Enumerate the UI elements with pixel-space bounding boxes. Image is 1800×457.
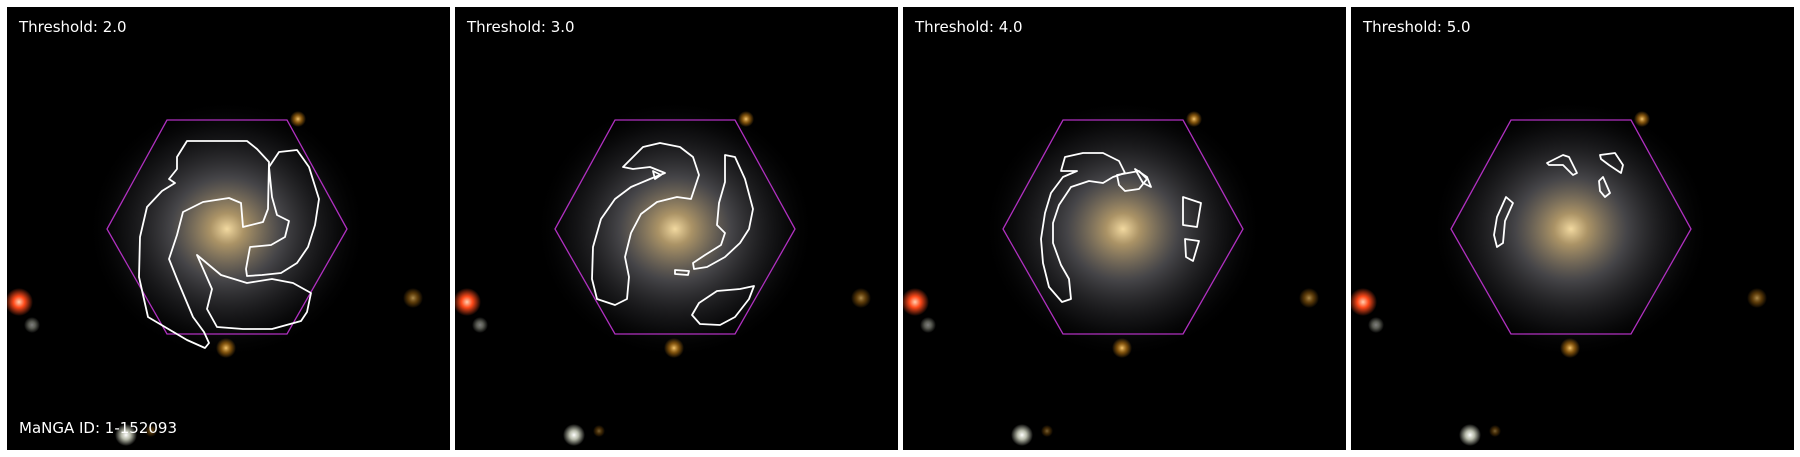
- white-star: [1459, 424, 1481, 446]
- orange-star: [738, 111, 754, 127]
- galaxy-image: [903, 7, 1346, 450]
- panel-threshold-5: Threshold: 5.0: [1351, 7, 1794, 450]
- threshold-label: Threshold: 4.0: [915, 18, 1023, 36]
- red-star: [1351, 288, 1377, 316]
- faint-star: [24, 317, 40, 333]
- arm-contours: [1040, 152, 1202, 303]
- panel-threshold-4: Threshold: 4.0: [903, 7, 1346, 450]
- threshold-label: Threshold: 3.0: [467, 18, 575, 36]
- arm-contour: [138, 140, 270, 349]
- arm-contour: [1182, 196, 1202, 228]
- orange-star: [290, 111, 306, 127]
- arm-contour: [591, 142, 700, 306]
- arm-contour: [652, 170, 662, 180]
- threshold-label: Threshold: 5.0: [1363, 18, 1471, 36]
- orange-star: [1560, 338, 1580, 358]
- arm-contours: [138, 140, 320, 349]
- red-star: [455, 288, 481, 316]
- orange-star: [145, 425, 157, 437]
- arm-contour: [674, 269, 690, 276]
- white-star: [563, 424, 585, 446]
- galaxy-image: [1351, 7, 1794, 450]
- arm-contour: [1134, 168, 1152, 188]
- galaxy-image: [455, 7, 898, 450]
- orange-star: [1186, 111, 1202, 127]
- galaxy-glow: [1431, 99, 1711, 359]
- galaxy-glow: [87, 99, 367, 359]
- ifu-hexagon: [1450, 119, 1692, 335]
- manga-id-label: MaNGA ID: 1-152093: [19, 419, 178, 437]
- orange-star: [1489, 425, 1501, 437]
- arm-contours: [591, 142, 755, 326]
- orange-star: [403, 288, 423, 308]
- ifu-hexagon: [106, 119, 348, 335]
- arm-contour: [1546, 154, 1578, 176]
- arm-contour: [1184, 238, 1200, 262]
- faint-star: [1368, 317, 1384, 333]
- arm-contour: [245, 149, 320, 277]
- galaxy-glow: [535, 99, 815, 359]
- orange-star: [216, 338, 236, 358]
- arm-contour: [692, 154, 754, 270]
- panel-threshold-3: Threshold: 3.0: [455, 7, 898, 450]
- faint-star: [920, 317, 936, 333]
- arm-contour: [196, 254, 312, 330]
- arm-contours: [1493, 152, 1624, 248]
- threshold-label: Threshold: 2.0: [19, 18, 127, 36]
- orange-star: [1299, 288, 1319, 308]
- ifu-hexagon: [554, 119, 796, 335]
- orange-star: [1747, 288, 1767, 308]
- orange-star: [664, 338, 684, 358]
- white-star: [115, 424, 137, 446]
- ifu-hexagon: [1002, 119, 1244, 335]
- arm-contour: [691, 285, 755, 326]
- white-star: [1011, 424, 1033, 446]
- arm-contour: [1493, 196, 1514, 248]
- arm-contour: [1599, 152, 1624, 174]
- faint-star: [472, 317, 488, 333]
- orange-star: [851, 288, 871, 308]
- orange-star: [1112, 338, 1132, 358]
- red-star: [7, 288, 33, 316]
- panel-threshold-2: Threshold: 2.0 MaNGA ID: 1-152093: [7, 7, 450, 450]
- orange-star: [1634, 111, 1650, 127]
- red-star: [903, 288, 929, 316]
- galaxy-glow: [983, 99, 1263, 359]
- galaxy-image: [7, 7, 450, 450]
- orange-star: [593, 425, 605, 437]
- arm-contour: [1598, 176, 1611, 198]
- orange-star: [1041, 425, 1053, 437]
